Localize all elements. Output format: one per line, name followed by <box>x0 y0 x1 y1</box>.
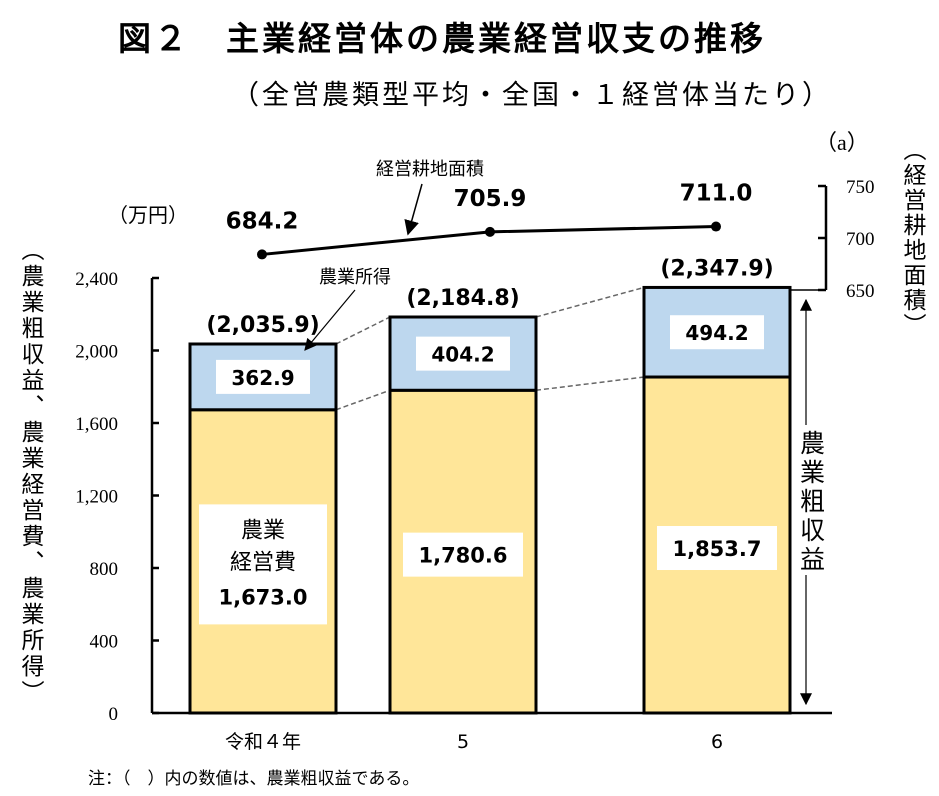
y2-tick-label: 700 <box>846 229 875 250</box>
y2-tick-label: 650 <box>846 281 875 302</box>
y-tick-label: 1,200 <box>75 487 118 508</box>
chart-note: 注：（ ）内の数値は、農業粗収益である。 <box>88 769 419 789</box>
x-tick-label: 6 <box>711 731 723 753</box>
y2-axis-unit: （a） <box>815 130 869 155</box>
y-tick-label: 800 <box>90 559 119 580</box>
gross-annotation: 農業粗収益 <box>797 430 826 575</box>
income-annotation: 農業所得 <box>319 267 391 288</box>
total-label: (2,035.9) <box>206 313 319 338</box>
axes: 0 400 800 1,200 1,600 2,000 2,400 650 700 750 令和４年… <box>75 177 874 753</box>
expense-label-box <box>199 504 327 625</box>
total-label: (2,347.9) <box>660 256 773 281</box>
income-arrow <box>304 289 356 351</box>
area-label: 705.9 <box>454 186 527 212</box>
area-label: 684.2 <box>226 208 299 234</box>
expense-label-box <box>657 526 777 571</box>
area-annotation: 経営耕地面積 <box>376 159 484 180</box>
area-arrow <box>404 183 423 236</box>
y2-tick-label: 750 <box>846 177 875 198</box>
connector-expense <box>535 376 645 392</box>
area-label: 711.0 <box>680 181 753 207</box>
connector-total <box>335 316 391 345</box>
y-tick-label: 2,000 <box>75 342 118 363</box>
x-tick-label: 令和４年 <box>225 731 301 753</box>
expense-name-label: 農業 <box>241 518 285 543</box>
area-point <box>257 249 267 260</box>
y-axis-unit: （万円） <box>108 204 188 227</box>
gross-label-bg <box>796 425 826 575</box>
y-tick-label: 2,400 <box>75 269 118 290</box>
total-label: (2,184.8) <box>406 286 519 311</box>
connector-lines <box>335 286 645 411</box>
y-tick-label: 0 <box>109 704 119 725</box>
expense-label: 1,673.0 <box>218 585 307 609</box>
bars: 362.9 農業経営費 1,673.0 (2,035.9) 404.2 1,780.6 (2… <box>188 256 792 715</box>
y2-axis-label: （経営耕地面積） <box>899 138 927 338</box>
expense-name-label: 経営費 <box>230 550 296 575</box>
area-point <box>485 226 495 237</box>
income-label: 494.2 <box>685 321 748 345</box>
bar-income <box>188 342 338 412</box>
area-point <box>711 221 721 232</box>
x-tick-label: 5 <box>457 731 469 753</box>
income-label-box <box>670 315 764 350</box>
income-label: 404.2 <box>431 343 494 367</box>
y-tick-label: 1,600 <box>75 414 118 435</box>
connector-total <box>535 286 645 318</box>
chart-title: 図２ 主業経営体の農業経営収支の推移 <box>118 19 766 58</box>
expense-label: 1,853.7 <box>672 537 761 561</box>
expense-label-box <box>403 532 523 577</box>
income-label-box <box>216 359 310 394</box>
y-tick-label: 400 <box>90 632 119 653</box>
income-label: 362.9 <box>231 366 294 390</box>
expense-label: 1,780.6 <box>418 544 507 568</box>
connector-expense <box>335 389 391 411</box>
income-label-box <box>416 336 510 371</box>
chart-subtitle: （全営農類型平均・全国・１経営体当たり） <box>232 80 832 111</box>
y-axis-label: （農業粗収益、農業経営費、農業所得） <box>17 238 45 706</box>
area-line: 684.2 705.9 711.0 <box>226 181 753 260</box>
